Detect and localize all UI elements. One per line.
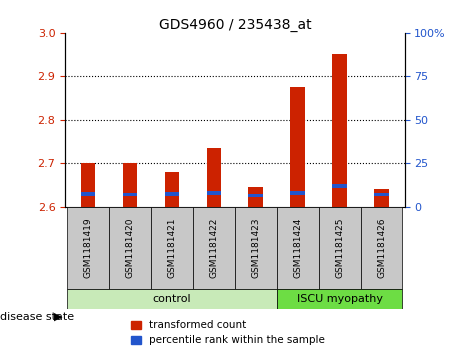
Bar — [67, 289, 277, 309]
Bar — [123, 193, 137, 196]
Text: ▶: ▶ — [53, 312, 62, 322]
Bar — [165, 192, 179, 196]
Bar — [374, 193, 389, 196]
Bar — [332, 54, 347, 207]
Text: GSM1181423: GSM1181423 — [251, 217, 260, 278]
Legend: transformed count, percentile rank within the sample: transformed count, percentile rank withi… — [132, 320, 325, 346]
Bar — [248, 187, 263, 207]
Text: GSM1181419: GSM1181419 — [84, 217, 93, 278]
Bar — [206, 191, 221, 195]
Text: GSM1181425: GSM1181425 — [335, 217, 344, 278]
Text: GSM1181424: GSM1181424 — [293, 217, 302, 278]
Title: GDS4960 / 235438_at: GDS4960 / 235438_at — [159, 18, 311, 32]
Text: GSM1181426: GSM1181426 — [377, 217, 386, 278]
Text: GSM1181421: GSM1181421 — [167, 217, 176, 278]
Bar — [277, 289, 402, 309]
Bar — [248, 194, 263, 197]
Bar — [151, 207, 193, 289]
Bar — [67, 207, 109, 289]
Bar — [374, 189, 389, 207]
Bar — [235, 207, 277, 289]
Bar — [332, 184, 347, 188]
Text: GSM1181420: GSM1181420 — [126, 217, 134, 278]
Bar — [81, 192, 95, 196]
Bar — [290, 191, 305, 195]
Bar — [123, 163, 137, 207]
Bar — [165, 172, 179, 207]
Text: ISCU myopathy: ISCU myopathy — [297, 294, 383, 304]
Bar — [193, 207, 235, 289]
Text: disease state: disease state — [0, 312, 74, 322]
Bar — [81, 163, 95, 207]
Bar — [290, 87, 305, 207]
Bar — [319, 207, 360, 289]
Bar — [360, 207, 402, 289]
Text: control: control — [153, 294, 191, 304]
Bar — [206, 148, 221, 207]
Bar — [277, 207, 319, 289]
Text: GSM1181422: GSM1181422 — [209, 217, 219, 278]
Bar — [109, 207, 151, 289]
